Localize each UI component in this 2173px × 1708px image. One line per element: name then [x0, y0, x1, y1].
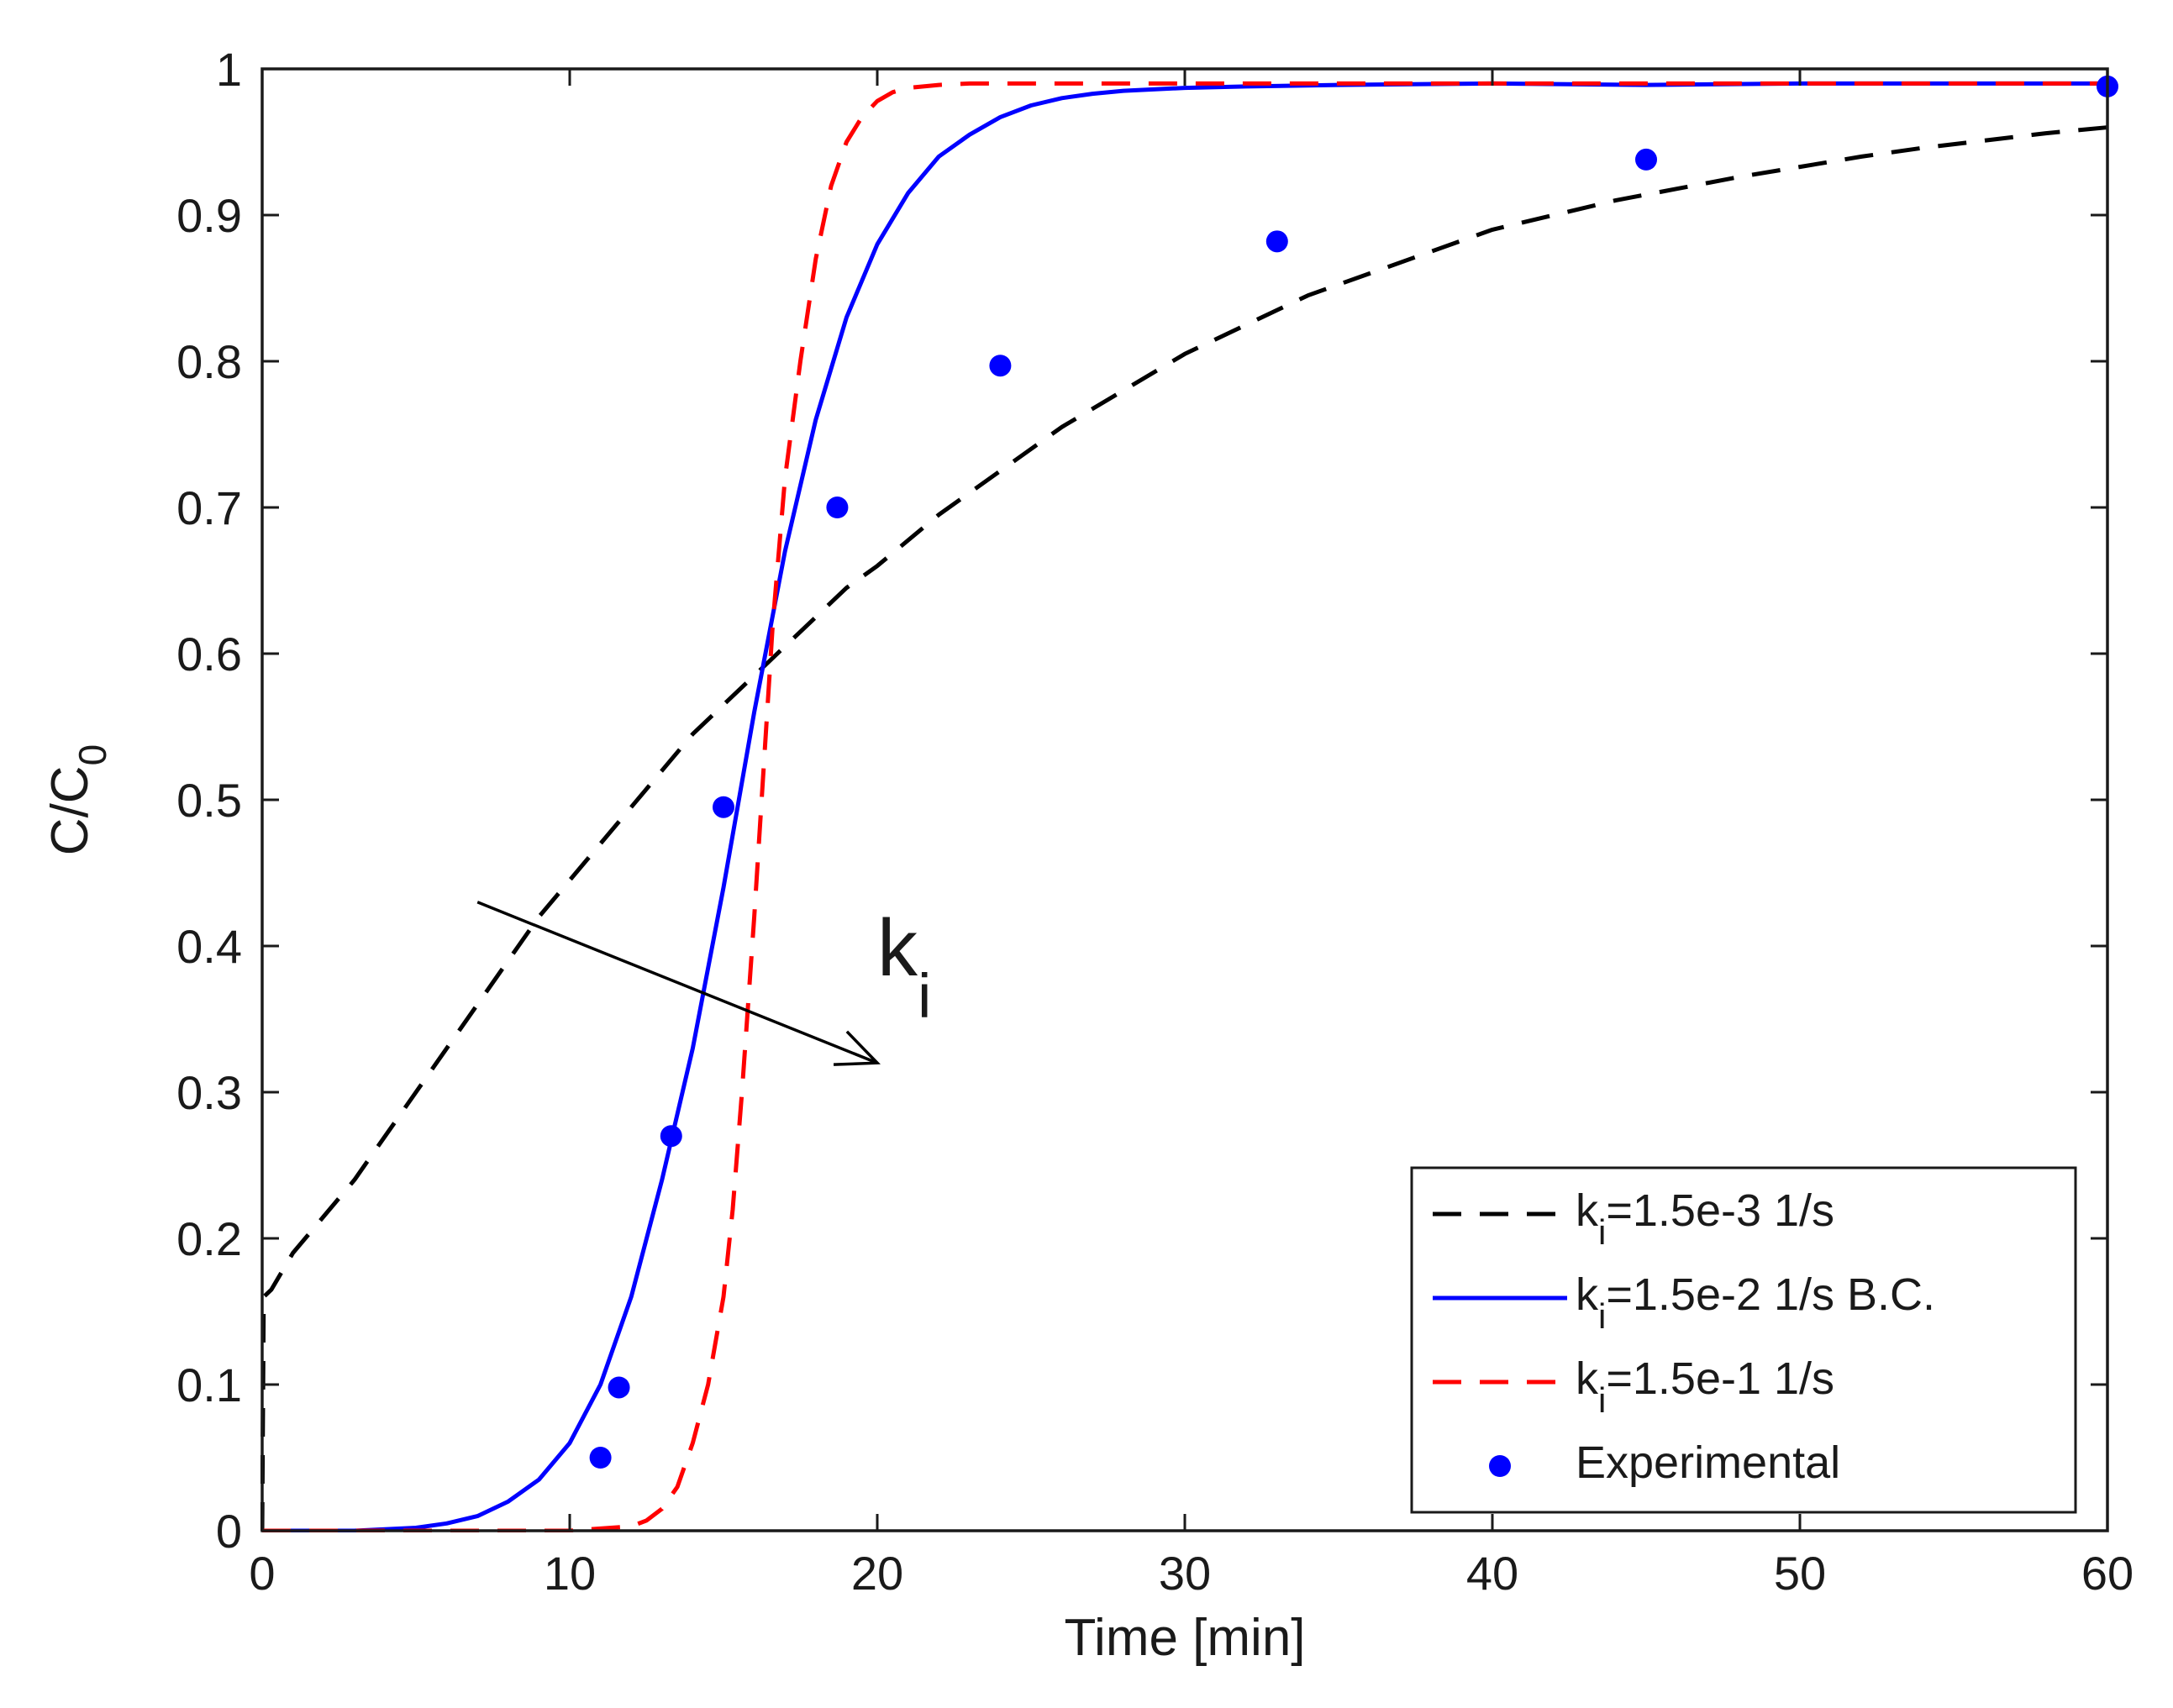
- y-tick-label: 0.5: [176, 774, 242, 827]
- y-tick-label: 0.7: [176, 481, 242, 534]
- annotation-arrow-head: [833, 1030, 881, 1066]
- y-tick-label: 0: [216, 1505, 242, 1558]
- legend-label-1: ki=1.5e-3 1/s: [1576, 1185, 1834, 1252]
- experimental-point: [826, 497, 849, 518]
- axis-titles: Time [min] C/C0: [41, 744, 1306, 1667]
- experimental-point: [713, 796, 734, 818]
- x-tick-label: 0: [249, 1547, 275, 1600]
- series-layer: [260, 81, 2108, 1532]
- experimental-point: [1635, 148, 1657, 171]
- experimental-point: [589, 1447, 612, 1469]
- annotation-ki-label: ki: [877, 903, 931, 1031]
- y-tick-label: 0.9: [176, 189, 242, 242]
- x-tick-label: 40: [1466, 1547, 1518, 1600]
- y-tick-label: 0.1: [176, 1359, 242, 1411]
- legend-box: [1410, 1166, 2077, 1514]
- tick-layer: 0 10 20 30 40 50 60 0 0.1 0.2 0.3 0.4 0.5 0.6 0.7 0.8 0.…: [176, 43, 2134, 1600]
- y-tick-label: 0.3: [176, 1066, 242, 1119]
- experimental-point: [660, 1125, 682, 1148]
- x-axis-title: Time [min]: [1064, 1609, 1305, 1667]
- experimental-point: [608, 1376, 630, 1399]
- annotation-arrow-shaft: [476, 901, 878, 1064]
- y-axis-title: C/C0: [41, 744, 114, 855]
- y-tick-label: 0.4: [176, 920, 242, 973]
- series-line-1: [260, 125, 2108, 1532]
- x-tick-label: 50: [1774, 1547, 1826, 1600]
- annotation-layer: ki: [476, 901, 931, 1066]
- legend-swatch-experimental: [1489, 1455, 1511, 1477]
- y-tick-label: 0.8: [176, 335, 242, 388]
- experimental-point: [1265, 230, 1288, 253]
- legend-label-4: Experimental: [1576, 1437, 1840, 1488]
- x-tick-label: 20: [851, 1547, 903, 1600]
- x-tick-label: 10: [544, 1547, 596, 1600]
- y-tick-label: 0.2: [176, 1212, 242, 1265]
- x-tick-label: 30: [1159, 1547, 1211, 1600]
- legend-label-2: ki=1.5e-2 1/s B.C.: [1576, 1269, 1935, 1336]
- series-line-3: [262, 81, 2107, 1532]
- series-line-2: [262, 81, 2107, 1532]
- y-tick-label: 0.6: [176, 628, 242, 681]
- y-tick-label: 1: [216, 43, 242, 96]
- x-tick-label: 60: [2081, 1547, 2134, 1600]
- legend: ki=1.5e-3 1/s ki=1.5e-2 1/s B.C. ki=1.5e-1…: [1410, 1166, 2077, 1514]
- experimental-point: [989, 355, 1012, 377]
- legend-label-3: ki=1.5e-1 1/s: [1576, 1353, 1834, 1420]
- markers-layer: [589, 75, 2118, 1469]
